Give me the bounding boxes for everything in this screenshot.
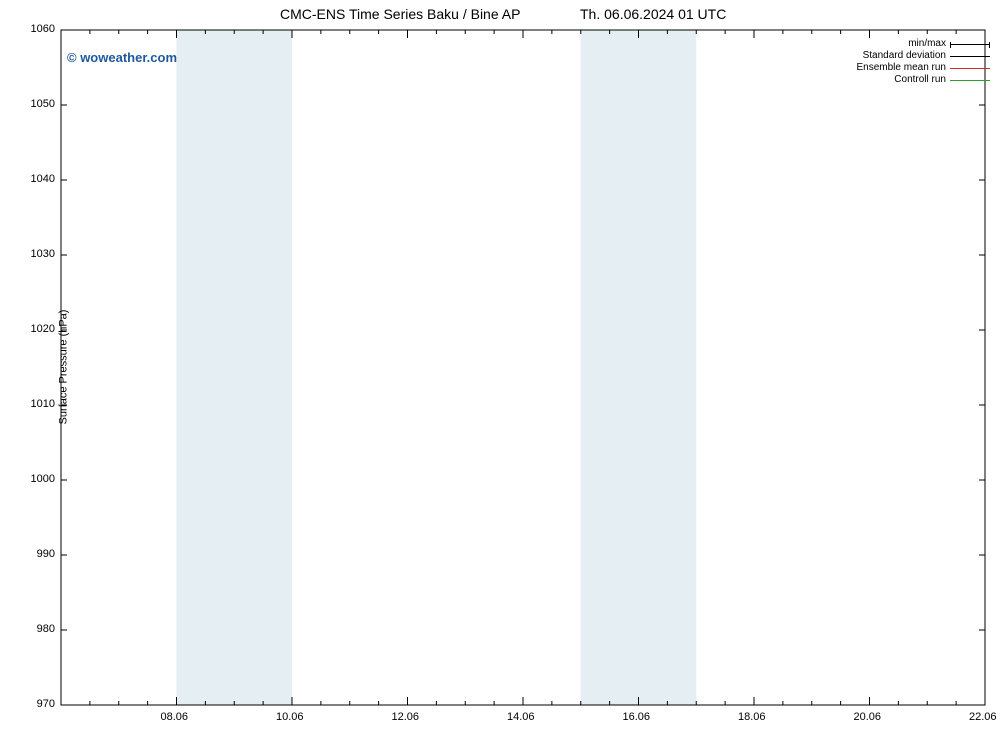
- legend-label: Standard deviation: [863, 50, 946, 62]
- chart-container: CMC-ENS Time Series Baku / Bine AP Th. 0…: [0, 0, 1000, 733]
- watermark: © woweather.com: [67, 50, 177, 65]
- chart-title-right: Th. 06.06.2024 01 UTC: [580, 6, 726, 22]
- legend-label: min/max: [908, 38, 946, 50]
- x-tick-label: 20.06: [854, 711, 882, 723]
- legend: min/maxStandard deviationEnsemble mean r…: [857, 38, 991, 86]
- y-tick-label: 1000: [31, 473, 55, 485]
- x-tick-label: 12.06: [392, 711, 420, 723]
- x-tick-label: 16.06: [623, 711, 651, 723]
- legend-swatch: [950, 56, 990, 57]
- y-tick-label: 970: [37, 698, 55, 710]
- legend-item: min/max: [857, 38, 991, 50]
- legend-swatch: [950, 80, 990, 81]
- y-tick-label: 980: [37, 623, 55, 635]
- plot-svg: [0, 0, 1000, 733]
- legend-label: Ensemble mean run: [857, 62, 947, 74]
- y-tick-label: 1050: [31, 98, 55, 110]
- y-tick-label: 1040: [31, 173, 55, 185]
- y-tick-label: 1060: [31, 23, 55, 35]
- x-tick-label: 22.06: [969, 711, 997, 723]
- legend-item: Ensemble mean run: [857, 62, 991, 74]
- legend-label: Controll run: [894, 74, 946, 86]
- x-tick-label: 14.06: [507, 711, 535, 723]
- y-tick-label: 1020: [31, 323, 55, 335]
- y-tick-label: 990: [37, 548, 55, 560]
- y-tick-label: 1030: [31, 248, 55, 260]
- x-tick-label: 18.06: [738, 711, 766, 723]
- y-axis-label: Surface Pressure (hPa): [57, 309, 69, 424]
- x-tick-label: 10.06: [276, 711, 304, 723]
- legend-item: Standard deviation: [857, 50, 991, 62]
- legend-item: Controll run: [857, 74, 991, 86]
- legend-swatch: [950, 44, 990, 45]
- chart-title-left: CMC-ENS Time Series Baku / Bine AP: [280, 6, 520, 22]
- x-tick-label: 08.06: [161, 711, 189, 723]
- legend-swatch: [950, 68, 990, 69]
- y-tick-label: 1010: [31, 398, 55, 410]
